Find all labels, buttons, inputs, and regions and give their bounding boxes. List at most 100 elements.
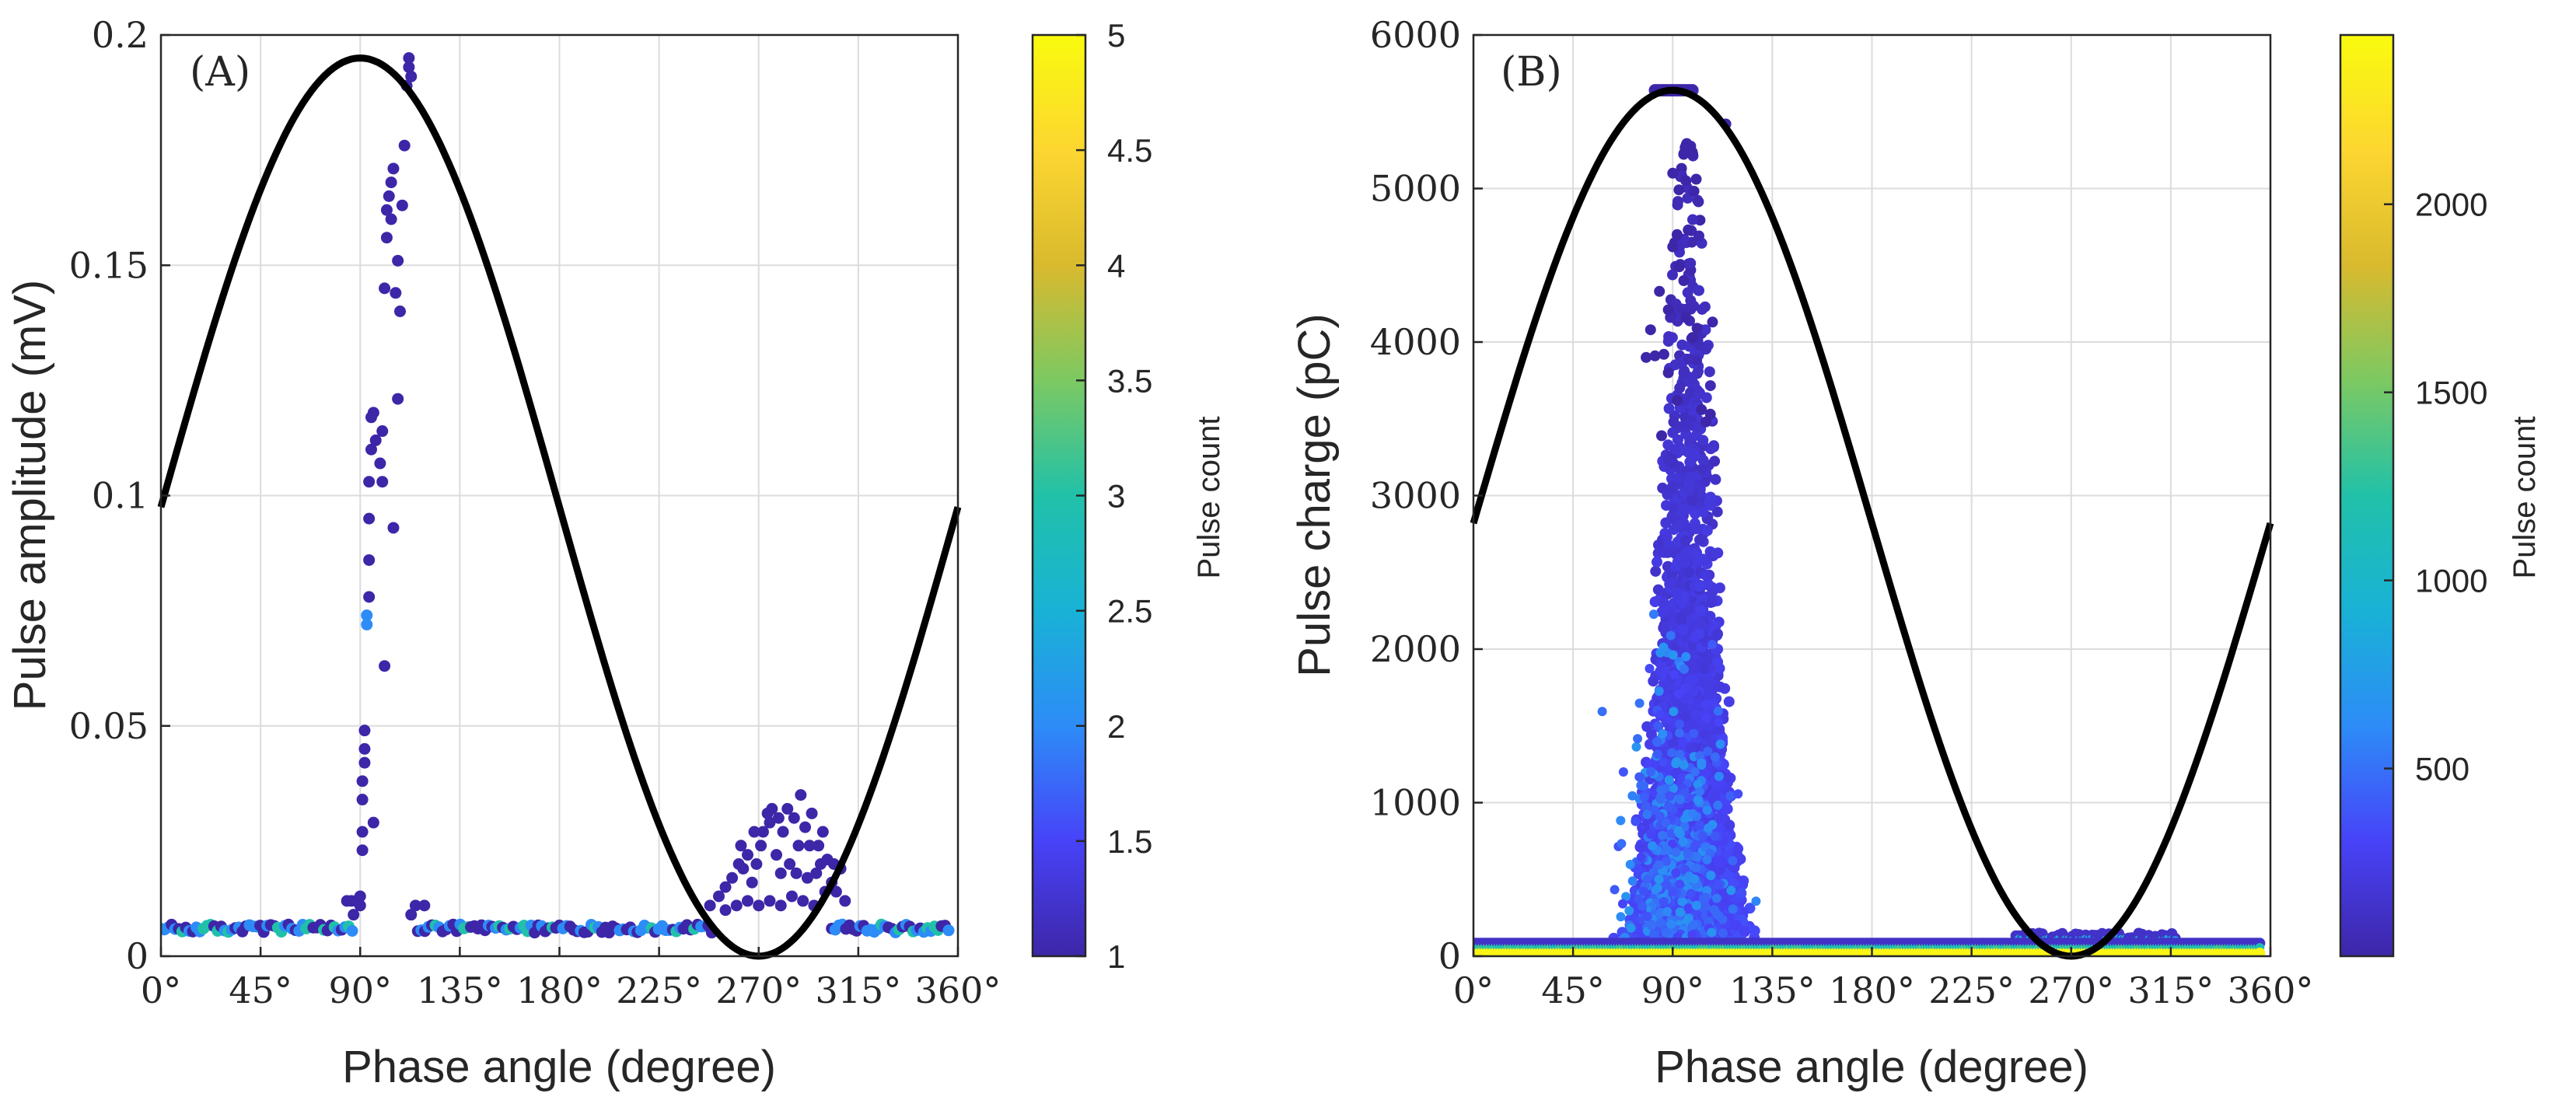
data-point: [1655, 710, 1665, 719]
data-point: [396, 199, 408, 211]
data-point: [358, 725, 371, 737]
data-point: [403, 52, 415, 65]
x-tick-label: 135°: [417, 969, 503, 1011]
chart-panel-a: 0° 45° 90° 135° 180° 225° 270° 315° 360° 0 0.05 0.1…: [5, 14, 1226, 1092]
data-point: [1652, 547, 1664, 559]
data-point: [1658, 830, 1667, 840]
data-point: [1641, 351, 1652, 363]
data-point: [2254, 948, 2266, 956]
data-point: [1658, 757, 1668, 767]
data-point: [1683, 903, 1693, 913]
data-point: [1627, 876, 1638, 886]
data-point: [1652, 749, 1662, 760]
ticks-b: 0° 45° 90° 135° 180° 225° 270° 315° 360° 0 1000 200…: [1370, 14, 2313, 1011]
data-point: [1706, 595, 1718, 607]
colorbar-ticks-a: 1 1.5 2 2.5 3 3.5 4 4.5 5: [1076, 17, 1152, 975]
data-point: [1679, 142, 1691, 154]
data-point: [1636, 852, 1646, 862]
data-point: [726, 871, 739, 884]
data-point: [1648, 930, 1658, 940]
data-point: [1693, 779, 1703, 789]
data-point: [1712, 547, 1724, 559]
data-point: [387, 522, 400, 534]
data-point: [719, 904, 732, 917]
data-point: [1686, 332, 1698, 344]
data-point: [764, 895, 776, 907]
data-point: [1673, 519, 1685, 531]
data-point: [1725, 791, 1735, 801]
data-point: [1663, 403, 1675, 414]
data-point: [1667, 241, 1679, 253]
data-point: [1724, 819, 1735, 831]
data-point: [403, 61, 415, 73]
colorbar-tick-label: 500: [2415, 751, 2469, 787]
data-point: [1683, 567, 1695, 578]
data-point: [1690, 863, 1700, 873]
data-point: [1657, 792, 1666, 802]
data-point: [1677, 623, 1689, 635]
data-point: [704, 899, 716, 912]
colorbar-ticks-b: 500 1000 1500 2000: [2384, 187, 2487, 787]
data-point: [354, 899, 366, 912]
data-point: [781, 802, 794, 815]
data-point: [1700, 892, 1711, 903]
data-point: [1687, 930, 1697, 940]
colorbar-tick-label: 1: [1107, 938, 1125, 975]
y-tick-label: 3000: [1370, 475, 1461, 517]
data-point: [1627, 791, 1638, 801]
data-point: [379, 282, 391, 295]
data-point: [1668, 502, 1679, 514]
x-tick-label: 315°: [815, 969, 901, 1011]
data-point: [1667, 748, 1676, 758]
data-point: [1695, 820, 1705, 830]
data-point: [394, 306, 406, 317]
data-point: [795, 789, 807, 801]
data-point: [1671, 847, 1681, 857]
data-point: [345, 895, 358, 907]
data-point: [1680, 312, 1692, 323]
colorbar-tick-label: 4: [1107, 247, 1125, 284]
data-point: [1714, 771, 1724, 781]
data-point: [1700, 842, 1711, 852]
data-point: [1700, 569, 1711, 581]
data-point: [1693, 581, 1705, 592]
data-point: [1733, 789, 1743, 799]
y-axis-label-a: Pulse amplitude (mV): [5, 280, 55, 711]
data-point: [1645, 324, 1656, 336]
data-point: [790, 867, 802, 879]
data-point: [1691, 354, 1703, 366]
x-tick-label: 0°: [141, 969, 181, 1011]
data-point: [839, 895, 851, 907]
data-point: [1707, 927, 1717, 938]
data-point: [1693, 230, 1704, 242]
data-point: [365, 443, 377, 456]
data-point: [774, 899, 787, 912]
data-point: [1682, 605, 1693, 616]
x-tick-label: 315°: [2127, 969, 2214, 1011]
data-point: [942, 924, 955, 937]
data-point: [792, 840, 805, 852]
y-tick-label: 1000: [1370, 782, 1461, 824]
data-point: [1685, 386, 1696, 398]
data-point: [1669, 707, 1679, 717]
data-point: [1692, 852, 1702, 862]
data-point: [1638, 886, 1648, 896]
data-point: [1631, 742, 1641, 752]
data-point: [1662, 880, 1672, 890]
colorbar-tick-label: 1500: [2415, 375, 2487, 411]
data-point: [755, 840, 767, 852]
data-point: [1739, 926, 1750, 938]
data-point: [1709, 456, 1721, 467]
data-point: [1699, 663, 1711, 675]
data-point: [1663, 331, 1675, 342]
data-point: [367, 407, 379, 419]
data-point: [1718, 914, 1728, 924]
data-point: [1642, 809, 1652, 819]
data-point: [1735, 888, 1747, 899]
data-point: [376, 425, 389, 438]
data-point: [1631, 816, 1641, 826]
data-point: [1663, 454, 1675, 466]
data-point: [1662, 367, 1674, 379]
data-point: [1705, 500, 1716, 511]
data-point: [356, 844, 369, 857]
